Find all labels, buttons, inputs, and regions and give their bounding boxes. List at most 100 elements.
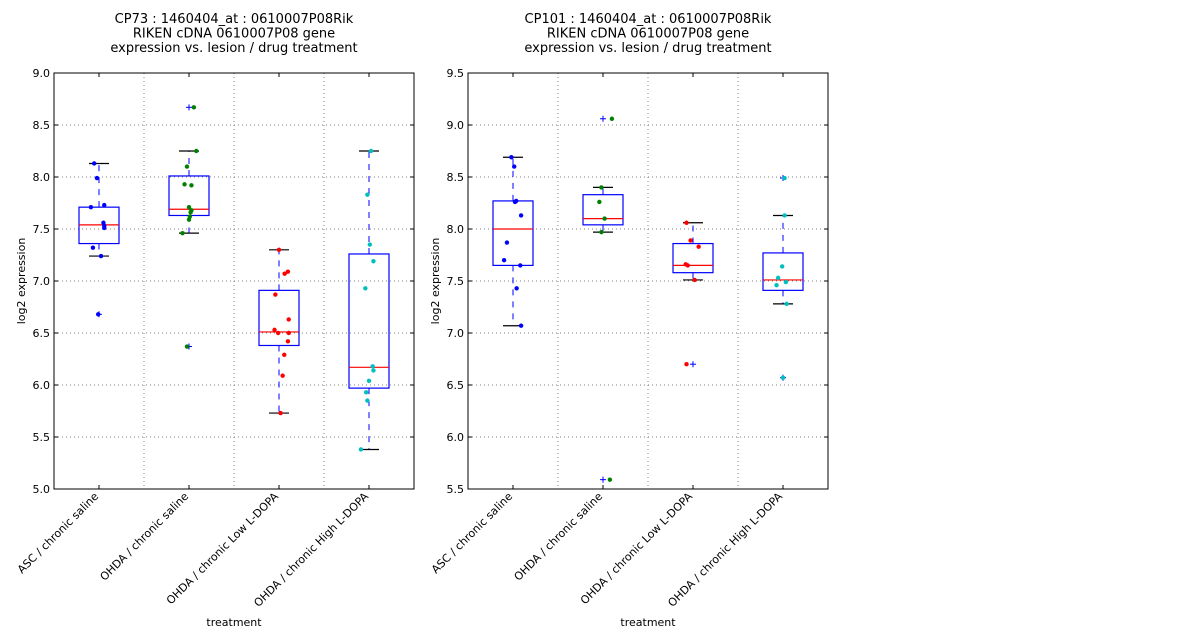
data-point [774,282,779,288]
data-point [88,204,94,210]
data-point [363,390,369,395]
data-point [779,264,785,269]
data-point [184,164,190,169]
data-point [282,271,287,276]
data-point [358,447,364,452]
data-point [365,192,370,197]
y-tick-label: 7.5 [447,275,465,288]
data-point [371,259,376,264]
chart-title-line: RIKEN cDNA 0610007P08 gene [547,27,749,42]
box-2 [582,115,624,483]
data-point [191,105,197,110]
box-iqr [762,252,804,291]
data-point [514,286,519,291]
y-tick-label: 5.5 [33,431,51,444]
data-point [98,253,104,259]
data-point [95,312,101,317]
y-tick-label: 5.0 [33,483,51,496]
data-point [363,286,368,291]
y-tick-label: 8.0 [33,171,51,184]
data-point [599,229,604,235]
chart-title-line: expression vs. lesion / drug treatment [524,41,771,56]
box-3 [672,222,714,368]
chart-panel-2: CP101 : 1460404_at : 0610007P08RikRIKEN … [429,12,829,629]
data-point [783,279,789,285]
data-point [285,269,291,274]
data-point [696,244,701,249]
box-2 [168,104,210,350]
data-point [275,330,281,336]
data-point [278,410,283,416]
box-1 [78,162,120,318]
data-point [609,116,615,121]
box-iqr [258,289,300,347]
plot-frame [53,72,415,490]
data-point [285,339,291,344]
y-axis-label: log2 expression [429,238,442,325]
data-point [684,220,689,225]
y-tick-label: 6.0 [447,431,465,444]
data-point [782,175,787,181]
box-1 [492,156,534,327]
data-point [368,148,374,154]
data-point [367,242,373,247]
chart-title-line: CP73 : 1460404_at : 0610007P08Rik [115,12,354,27]
data-point [775,275,781,281]
x-tick-label: ASC / chronic saline [429,490,515,576]
data-point [518,263,523,268]
data-point [366,378,372,384]
y-tick-label: 8.5 [33,119,51,132]
chart-title-line: CP101 : 1460404_at : 0610007P08Rik [525,12,772,27]
x-tick-label: OHDA / chronic saline [98,490,192,584]
x-axis-label: treatment [206,616,262,629]
data-point [512,199,518,205]
x-axis-label: treatment [620,616,676,629]
data-point [188,210,193,215]
data-point [180,230,185,236]
data-point [184,344,190,349]
data-point [607,477,613,482]
data-point [684,362,689,367]
data-point [286,317,291,322]
data-point [276,247,282,252]
data-point [371,368,376,373]
data-point [501,258,507,263]
data-point [692,277,697,283]
chart-title-line: RIKEN cDNA 0610007P08 gene [133,27,335,42]
y-axis-label: log2 expression [15,238,28,325]
data-point [102,202,107,208]
data-point [282,352,287,358]
plot-frame [467,72,829,490]
box-4 [762,175,804,381]
data-point [90,245,96,250]
y-tick-label: 9.0 [447,119,465,132]
y-tick-label: 9.0 [33,67,51,80]
x-tick-label: OHDA / chronic saline [512,490,606,584]
data-point [504,240,510,245]
data-point [688,238,693,243]
data-point [102,225,107,231]
box-iqr [672,242,714,274]
y-tick-label: 6.5 [33,327,51,340]
y-tick-label: 7.0 [33,275,51,288]
data-point [518,213,524,218]
box-iqr [492,200,534,267]
data-point [602,216,607,221]
data-point [272,327,277,333]
y-tick-label: 6.0 [33,379,51,392]
data-point [182,182,187,187]
data-point [186,204,192,210]
data-point [94,175,100,181]
data-point [91,161,97,166]
box-iqr [348,253,390,389]
data-point [186,217,192,222]
x-tick-label: ASC / chronic saline [15,490,101,576]
data-point [194,148,199,154]
y-tick-label: 5.5 [447,483,465,496]
data-point [273,292,278,297]
y-tick-label: 6.5 [447,379,465,392]
data-point [512,164,517,169]
data-point [280,373,285,378]
data-point [599,185,604,190]
